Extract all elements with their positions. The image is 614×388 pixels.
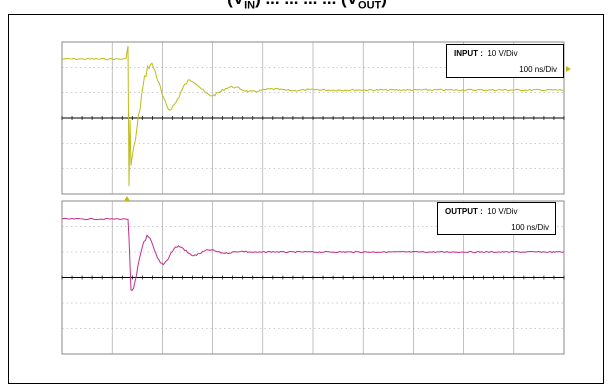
title-sub-in: IN <box>244 0 256 12</box>
input-level-marker <box>566 66 571 72</box>
title-prefix: (V <box>227 0 244 8</box>
input-volts-per-div: 10 V/Div <box>487 49 518 58</box>
input-trace <box>61 45 564 187</box>
title-middle: ) ... ... ... ... (V <box>255 0 358 8</box>
input-legend-row1: INPUT : 10 V/Div <box>454 49 518 58</box>
output-time-per-div: 100 ns/Div <box>511 223 549 232</box>
input-trigger-marker <box>124 196 130 201</box>
output-volts-per-div: 10 V/Div <box>487 207 518 216</box>
title-suffix: ) <box>381 0 387 8</box>
input-legend: INPUT : 10 V/Div 100 ns/Div <box>446 44 564 78</box>
output-legend: OUTPUT : 10 V/Div 100 ns/Div <box>437 202 556 235</box>
input-time-per-div: 100 ns/Div <box>519 65 557 74</box>
page-title: (VIN) ... ... ... ... (VOUT) <box>0 0 614 11</box>
title-sub-out: OUT <box>358 0 382 12</box>
output-label: OUTPUT : <box>445 207 483 216</box>
input-label: INPUT : <box>454 49 483 58</box>
output-trace <box>61 217 565 292</box>
output-legend-row1: OUTPUT : 10 V/Div <box>445 207 517 216</box>
